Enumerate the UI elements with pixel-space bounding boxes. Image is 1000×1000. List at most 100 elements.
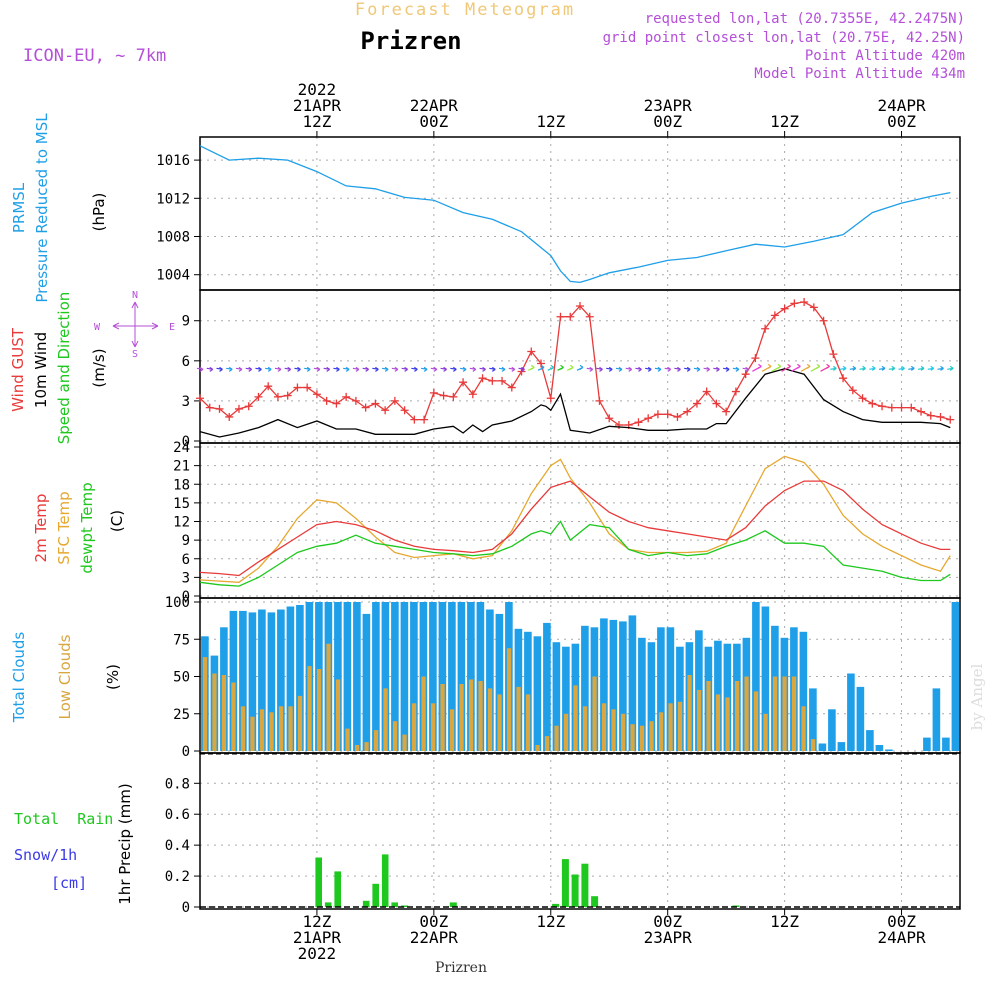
total-cloud-bar <box>818 743 827 751</box>
wind-direction-arrow <box>927 365 935 371</box>
low-cloud-bar <box>354 745 360 751</box>
low-cloud-bar <box>364 742 369 751</box>
total-cloud-bar <box>448 602 456 751</box>
rain-bar <box>581 863 589 907</box>
sfc-temp-line <box>199 455 951 583</box>
temp-ytick-label: 12 <box>173 515 190 531</box>
wind-direction-arrow <box>459 366 467 372</box>
temp-ytick-label: 0 <box>182 589 190 605</box>
wind-gust-marker <box>800 298 809 307</box>
wind-direction-arrow <box>479 366 486 372</box>
total-cloud-bar <box>391 602 399 751</box>
wind-gust-marker <box>878 402 887 411</box>
wind-direction-arrow <box>557 364 564 371</box>
bottom-axis-label: 00Z <box>419 912 448 931</box>
pressure-ytick-label: 1004 <box>156 268 190 284</box>
bottom-axis-label: 24APR <box>877 928 926 947</box>
total-cloud-bar <box>600 618 608 751</box>
low-cloud-bar <box>421 676 426 751</box>
wind-gust-marker <box>449 392 458 401</box>
total-cloud-bar <box>666 627 675 751</box>
wind-direction-arrow <box>732 366 740 372</box>
low-cloud-bar <box>639 725 645 751</box>
total-clouds-label: Total Clouds <box>10 632 28 724</box>
wind-gust-marker <box>585 312 594 321</box>
wind-gust-marker <box>917 407 926 416</box>
wind-direction-arrow <box>693 366 701 372</box>
wind-gust-marker <box>829 350 838 359</box>
low-cloud-bar <box>345 728 350 751</box>
wind-gust-line <box>199 301 951 426</box>
wind-gust-marker <box>790 299 799 308</box>
total-cloud-bar <box>647 642 656 751</box>
top-axis-label: 12Z <box>536 112 565 131</box>
wind-gust-marker <box>897 403 906 412</box>
low-cloud-bar <box>506 648 512 751</box>
wind-gust-marker <box>215 404 224 413</box>
requested-coords: requested lon,lat (20.7355E, 42.2475N) <box>645 11 965 27</box>
total-cloud-bar <box>495 613 504 751</box>
low-cloud-bar <box>307 666 312 751</box>
total-cloud-bar <box>438 602 447 751</box>
wind-direction-arrow <box>284 366 292 372</box>
wind-direction-arrow <box>469 366 477 372</box>
low-cloud-bar <box>544 736 550 751</box>
low-cloud-bar <box>487 688 493 751</box>
total-cloud-bar <box>353 602 361 751</box>
model-label: ICON-EU, ~ 7km <box>23 46 166 66</box>
low-cloud-bar <box>715 694 721 751</box>
wind-direction-arrow <box>216 366 223 372</box>
top-axis-label: 12Z <box>302 112 331 131</box>
wind-direction-arrow <box>411 366 418 372</box>
wind-gust-marker <box>936 412 945 421</box>
wind-direction-arrow <box>888 365 896 371</box>
low-cloud-bar <box>658 712 664 751</box>
rain-bar <box>324 902 332 907</box>
top-axis-label: 00Z <box>419 112 448 131</box>
wind-gust-marker <box>332 399 341 408</box>
wind-gust-marker <box>848 386 857 395</box>
wind-gust-marker <box>858 394 867 403</box>
low-cloud-bar <box>516 686 521 751</box>
low-cloud-bar <box>611 709 616 751</box>
wind-direction-arrow <box>401 366 408 372</box>
wind-direction-arrow <box>645 366 652 372</box>
wind-gust-marker <box>410 415 419 424</box>
wind-gust-marker <box>780 304 789 313</box>
clouds-ytick-label: 50 <box>173 670 190 686</box>
wind-ytick-label: 3 <box>182 394 190 410</box>
wind-gust-marker <box>741 370 750 379</box>
wind-direction-arrow <box>791 363 801 372</box>
low-cloud-bar <box>696 689 702 751</box>
dewpt-temp-label: dewpt Temp <box>78 482 96 573</box>
wind-gust-marker <box>809 303 818 312</box>
snow-unit-label: [cm] <box>51 874 87 892</box>
pressure-msl-label: Pressure Reduced to MSL <box>33 113 51 303</box>
low-cloud-bar <box>563 713 569 752</box>
total-cloud-bar <box>657 627 665 751</box>
total-cloud-bar <box>296 605 304 751</box>
rain-bar <box>571 874 579 907</box>
wind-gust-marker <box>351 396 360 405</box>
total-cloud-bar <box>239 610 247 751</box>
wind-direction-arrow <box>206 366 214 372</box>
wind-gust-marker <box>653 410 662 419</box>
rain-bar <box>449 902 457 907</box>
wind-gust-marker <box>342 392 351 401</box>
wind-gust-marker <box>722 407 731 416</box>
wind-direction-arrow <box>937 365 944 371</box>
total-cloud-bar <box>856 686 865 751</box>
wind-direction-arrow <box>684 366 691 372</box>
wind-direction-arrow <box>235 366 243 372</box>
wind-direction-arrow <box>781 363 791 372</box>
precip-ytick-label: 0.8 <box>165 776 190 792</box>
wind-direction-arrow <box>304 366 311 372</box>
wind-direction-arrow <box>635 366 642 372</box>
wind-direction-arrow <box>947 365 954 371</box>
total-cloud-bar <box>609 619 618 751</box>
wind-direction-arrow <box>313 366 321 372</box>
temp-ytick-label: 9 <box>182 533 190 549</box>
wind-gust-label: Wind GUST <box>9 327 27 412</box>
top-axis-label: 00Z <box>887 112 916 131</box>
